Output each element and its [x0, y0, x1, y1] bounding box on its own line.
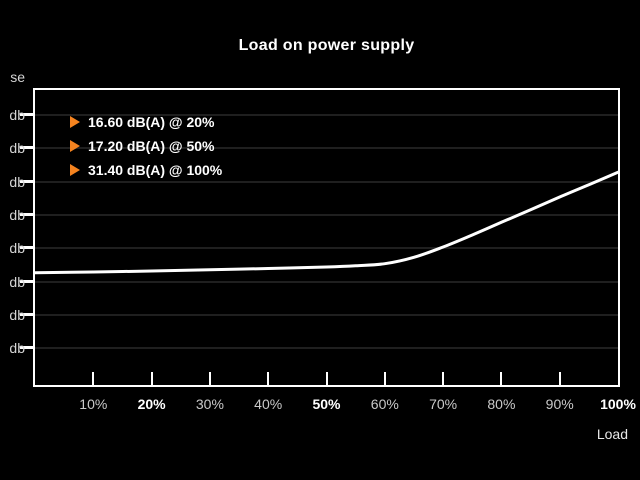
- x-axis-label: 90%: [545, 396, 574, 412]
- y-axis-tick: [20, 212, 34, 216]
- annotation-marker-icon: [70, 140, 80, 152]
- x-axis-tick: [500, 372, 503, 385]
- x-axis-label: 80%: [487, 396, 516, 412]
- x-axis-tick: [383, 372, 386, 385]
- annotation-row: 17.20 dB(A) @ 50%: [70, 134, 222, 158]
- x-axis-tick: [442, 372, 445, 385]
- x-axis-label: 30%: [195, 396, 224, 412]
- y-axis-label: db: [9, 306, 25, 323]
- x-axis-label: 40%: [254, 396, 283, 412]
- gridline: [35, 147, 618, 150]
- annotation-list: 16.60 dB(A) @ 20% 17.20 dB(A) @ 50% 31.40 …: [70, 110, 222, 182]
- y-axis-tick: [20, 179, 34, 183]
- gridline: [35, 280, 618, 283]
- x-axis-title: Load: [596, 426, 628, 442]
- gridline: [35, 180, 618, 183]
- y-axis-tick: [20, 312, 34, 316]
- x-axis-label: 20%: [137, 396, 166, 412]
- noise-curve: [35, 170, 618, 275]
- y-axis-label: db: [9, 173, 25, 190]
- y-axis-title-clipped: se: [10, 69, 25, 85]
- plot-area: [33, 88, 620, 387]
- x-axis-tick: [208, 372, 211, 385]
- annotation-label: 16.60 dB(A) @ 20%: [88, 114, 215, 130]
- gridline: [35, 347, 618, 350]
- x-axis-label: 70%: [429, 396, 458, 412]
- x-axis-tick: [325, 372, 328, 385]
- y-axis-label: db: [9, 140, 25, 157]
- gridline: [35, 114, 618, 116]
- x-axis-label: 10%: [79, 396, 108, 412]
- x-axis-label: 60%: [370, 396, 399, 412]
- x-axis-label: 100%: [600, 396, 636, 412]
- y-axis-label: db: [9, 240, 25, 257]
- x-axis-tick: [558, 372, 561, 385]
- x-axis-tick: [267, 372, 270, 385]
- chart-title: Load on power supply: [238, 37, 415, 54]
- y-axis-tick: [20, 346, 34, 350]
- gridline: [35, 247, 618, 250]
- annotation-label: 17.20 dB(A) @ 50%: [88, 138, 215, 154]
- y-axis-tick: [20, 246, 34, 250]
- annotation-row: 16.60 dB(A) @ 20%: [70, 110, 222, 134]
- annotation-marker-icon: [70, 116, 80, 128]
- y-axis-label: db: [9, 107, 25, 123]
- annotation-marker-icon: [70, 164, 80, 176]
- x-axis-label: 50%: [312, 396, 341, 412]
- x-axis-tick: [92, 372, 95, 385]
- y-axis-label: db: [9, 273, 25, 290]
- noise-curve-path: [35, 170, 618, 275]
- y-axis-label: db: [9, 340, 25, 357]
- annotation-row: 31.40 dB(A) @ 100%: [70, 158, 222, 182]
- annotation-label: 31.40 dB(A) @ 100%: [88, 162, 223, 178]
- y-axis-label: db: [9, 206, 25, 223]
- gridline: [35, 313, 618, 316]
- gridline: [35, 213, 618, 216]
- y-axis-tick: [20, 146, 34, 150]
- y-axis-tick: [20, 279, 34, 283]
- y-axis-tick: [20, 113, 34, 116]
- x-axis-tick: [150, 372, 153, 385]
